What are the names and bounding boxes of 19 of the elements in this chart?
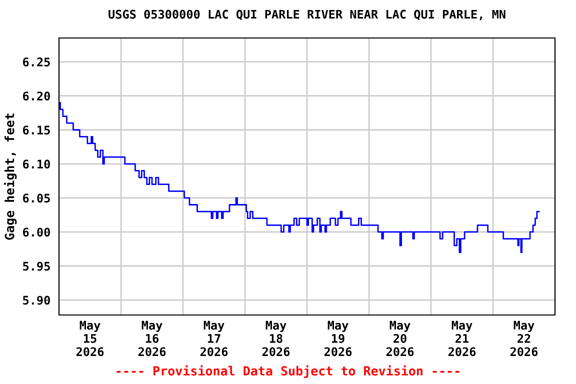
x-tick-label: May 17 2026 [200, 320, 228, 356]
y-tick-label: 6.10 [22, 160, 50, 169]
y-tick-label: 6.05 [22, 194, 50, 203]
y-tick-label: 5.95 [23, 262, 50, 271]
y-tick-label: 6.25 [22, 58, 50, 66]
y-tick-label: 6.00 [22, 228, 50, 237]
x-tick-label: May 22 2026 [510, 320, 538, 356]
y-tick-label: 6.20 [22, 92, 50, 101]
x-tick-label: May 16 2026 [138, 320, 166, 356]
y-tick-label: 6.15 [22, 126, 50, 135]
y-tick-label: 5.90 [23, 296, 50, 305]
chart-title: USGS 05300000 LAC QUI PARLE RIVER NEAR LAC QUI PARLE, MN [108, 10, 506, 20]
text: ---- Provisional Data Subject to Revision ---- [116, 365, 460, 378]
x-tick-label: May 21 2026 [448, 320, 476, 356]
y-axis-title: Gage height, feet [4, 114, 17, 240]
x-tick-label: May 18 2026 [262, 320, 290, 356]
x-tick-label: May 20 2026 [386, 320, 414, 356]
x-tick-label: May 15 2026 [76, 320, 104, 356]
x-tick-label: May 19 2026 [324, 320, 352, 356]
